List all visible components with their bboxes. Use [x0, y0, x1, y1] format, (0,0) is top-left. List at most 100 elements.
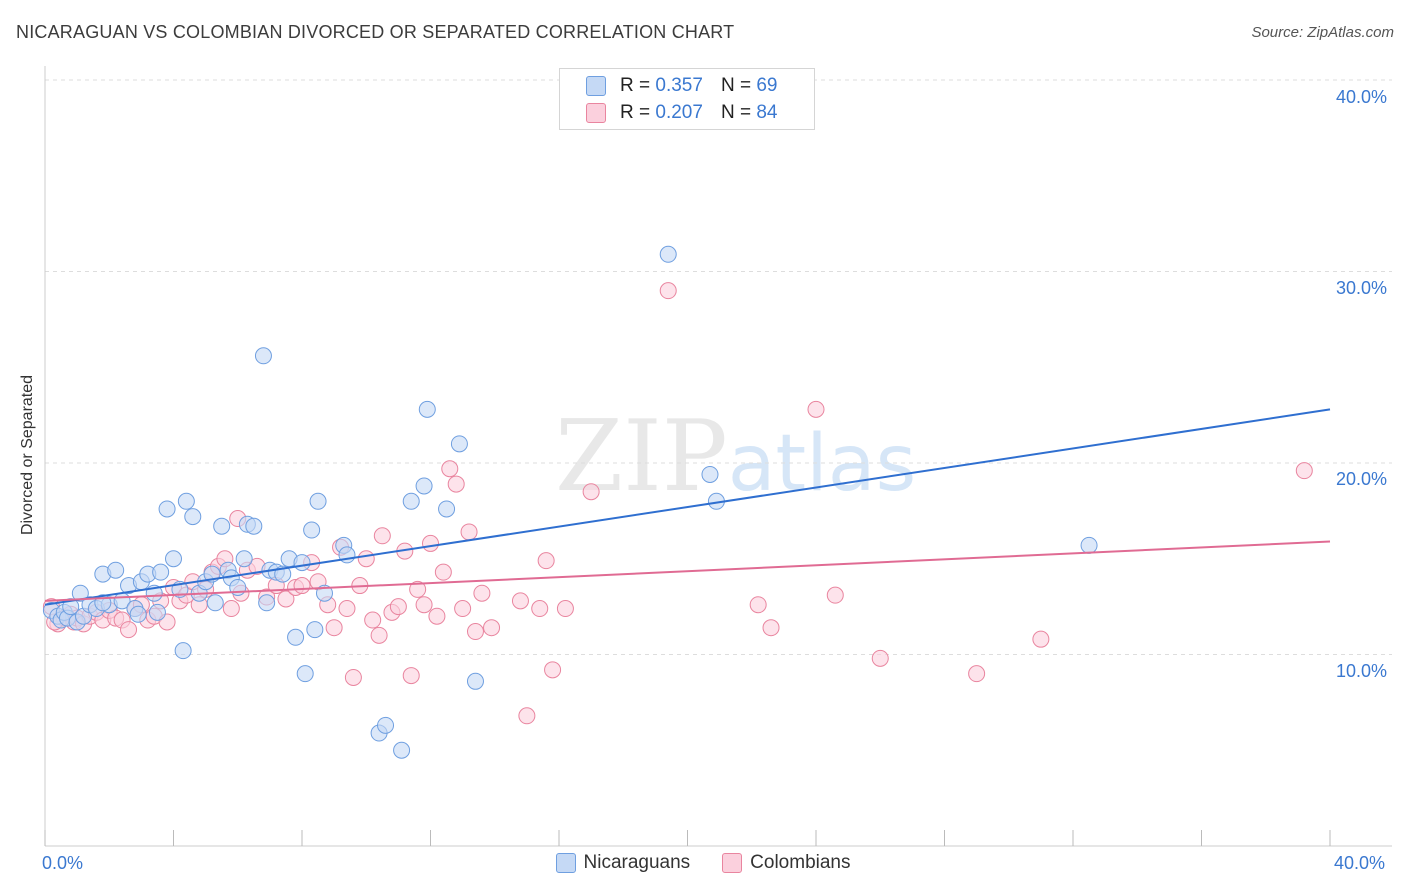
data-point-nicaraguan: [306, 621, 324, 639]
n-value: 69: [756, 75, 778, 96]
blue-swatch: [586, 76, 606, 96]
data-point-nicaraguan: [158, 500, 176, 518]
data-point-colombian: [1295, 462, 1313, 480]
stats-legend-row-colombians: R = 0.207 N = 84: [586, 100, 777, 126]
data-point-colombian: [483, 619, 501, 637]
stats-legend: R = 0.357 N = 69 R = 0.207 N = 84: [559, 68, 815, 130]
n-label: N =: [720, 102, 752, 123]
data-point-colombian: [871, 649, 889, 667]
data-point-colombian: [511, 592, 529, 610]
data-point-nicaraguan: [235, 550, 253, 568]
watermark-atlas: atlas: [727, 419, 917, 509]
data-point-colombian: [582, 483, 600, 501]
data-point-nicaraguan: [450, 435, 468, 453]
blue-swatch: [555, 853, 576, 873]
data-point-colombian: [441, 460, 459, 478]
data-point-nicaraguan: [438, 500, 456, 518]
data-point-colombian: [364, 611, 382, 629]
data-point-nicaraguan: [152, 563, 170, 581]
data-point-nicaraguan: [174, 642, 192, 660]
r-value: 0.207: [655, 102, 703, 123]
data-point-colombian: [434, 563, 452, 581]
data-point-nicaraguan: [245, 517, 263, 535]
data-point-colombian: [402, 667, 420, 685]
data-point-nicaraguan: [309, 492, 327, 510]
data-point-nicaraguan: [315, 584, 333, 602]
data-point-colombian: [428, 607, 446, 625]
data-point-colombian: [370, 626, 388, 644]
data-point-nicaraguan: [258, 594, 276, 612]
y-tick-label-30: 30.0%: [1336, 278, 1388, 298]
legend-label: Nicaraguans: [583, 852, 691, 873]
data-point-nicaraguan: [402, 492, 420, 510]
data-point-nicaraguan: [415, 477, 433, 495]
trend-line-nicaraguan: [44, 408, 1331, 606]
data-point-colombian: [447, 475, 465, 493]
series-legend: Nicaraguans Colombians: [0, 852, 1406, 874]
data-point-colombian: [826, 586, 844, 604]
x-tick-label-max: 40.0%: [1334, 853, 1386, 873]
data-point-nicaraguan: [184, 508, 202, 526]
data-point-nicaraguan: [293, 554, 311, 572]
data-point-nicaraguan: [466, 672, 484, 690]
n-label: N =: [720, 75, 752, 96]
data-point-colombian: [409, 580, 427, 598]
data-point-colombian: [344, 668, 362, 686]
data-point-colombian: [531, 600, 549, 618]
y-tick-label-20: 20.0%: [1336, 469, 1388, 489]
data-point-nicaraguan: [701, 465, 719, 483]
data-point-nicaraguan: [287, 628, 305, 646]
pink-swatch: [586, 103, 606, 123]
data-point-nicaraguan: [62, 598, 80, 616]
y-tick-label-40: 40.0%: [1336, 87, 1388, 107]
data-point-colombian: [325, 619, 343, 637]
trend-line-colombian: [44, 540, 1331, 602]
data-point-colombian: [1032, 630, 1050, 648]
data-point-colombian: [659, 282, 677, 300]
y-tick-label-10: 10.0%: [1336, 661, 1388, 681]
legend-item-colombians[interactable]: Colombians: [722, 852, 851, 874]
chart-title: NICARAGUAN VS COLOMBIAN DIVORCED OR SEPA…: [16, 22, 735, 42]
data-point-colombian: [415, 596, 433, 614]
source-label: Source: ZipAtlas.com: [1251, 24, 1394, 41]
x-tick-label-min: 0.0%: [42, 853, 84, 873]
data-point-colombian: [518, 707, 536, 725]
data-point-nicaraguan: [107, 561, 125, 579]
data-point-colombian: [460, 523, 478, 541]
data-point-nicaraguan: [177, 492, 195, 510]
data-point-colombian: [338, 600, 356, 618]
data-point-colombian: [556, 600, 574, 618]
n-value: 84: [756, 102, 778, 123]
data-point-colombian: [357, 550, 375, 568]
data-point-colombian: [749, 596, 767, 614]
data-point-colombian: [120, 621, 138, 639]
data-point-nicaraguan: [129, 605, 147, 623]
data-point-nicaraguan: [296, 665, 314, 683]
data-point-colombian: [762, 619, 780, 637]
data-point-colombian: [277, 590, 295, 608]
data-point-colombian: [222, 600, 240, 618]
data-point-colombian: [537, 552, 555, 570]
stats-legend-row-nicaraguans: R = 0.357 N = 69: [586, 73, 777, 99]
data-point-nicaraguan: [377, 716, 395, 734]
data-point-nicaraguan: [165, 550, 182, 568]
data-point-nicaraguan: [303, 521, 321, 539]
data-point-colombian: [389, 598, 407, 616]
data-point-nicaraguan: [393, 741, 411, 759]
data-point-colombian: [466, 623, 484, 641]
data-point-nicaraguan: [659, 245, 677, 263]
data-point-nicaraguan: [254, 347, 272, 365]
data-point-nicaraguan: [71, 584, 89, 602]
data-point-nicaraguan: [418, 400, 436, 418]
r-label: R =: [620, 102, 651, 123]
pink-swatch: [722, 853, 743, 873]
r-value: 0.357: [655, 75, 703, 96]
data-point-colombian: [373, 527, 391, 545]
data-point-colombian: [454, 600, 472, 618]
data-point-colombian: [807, 400, 825, 418]
data-point-nicaraguan: [213, 517, 231, 535]
data-point-colombian: [968, 665, 986, 683]
legend-item-nicaraguans[interactable]: Nicaraguans: [555, 852, 691, 874]
data-point-nicaraguan: [148, 603, 166, 621]
